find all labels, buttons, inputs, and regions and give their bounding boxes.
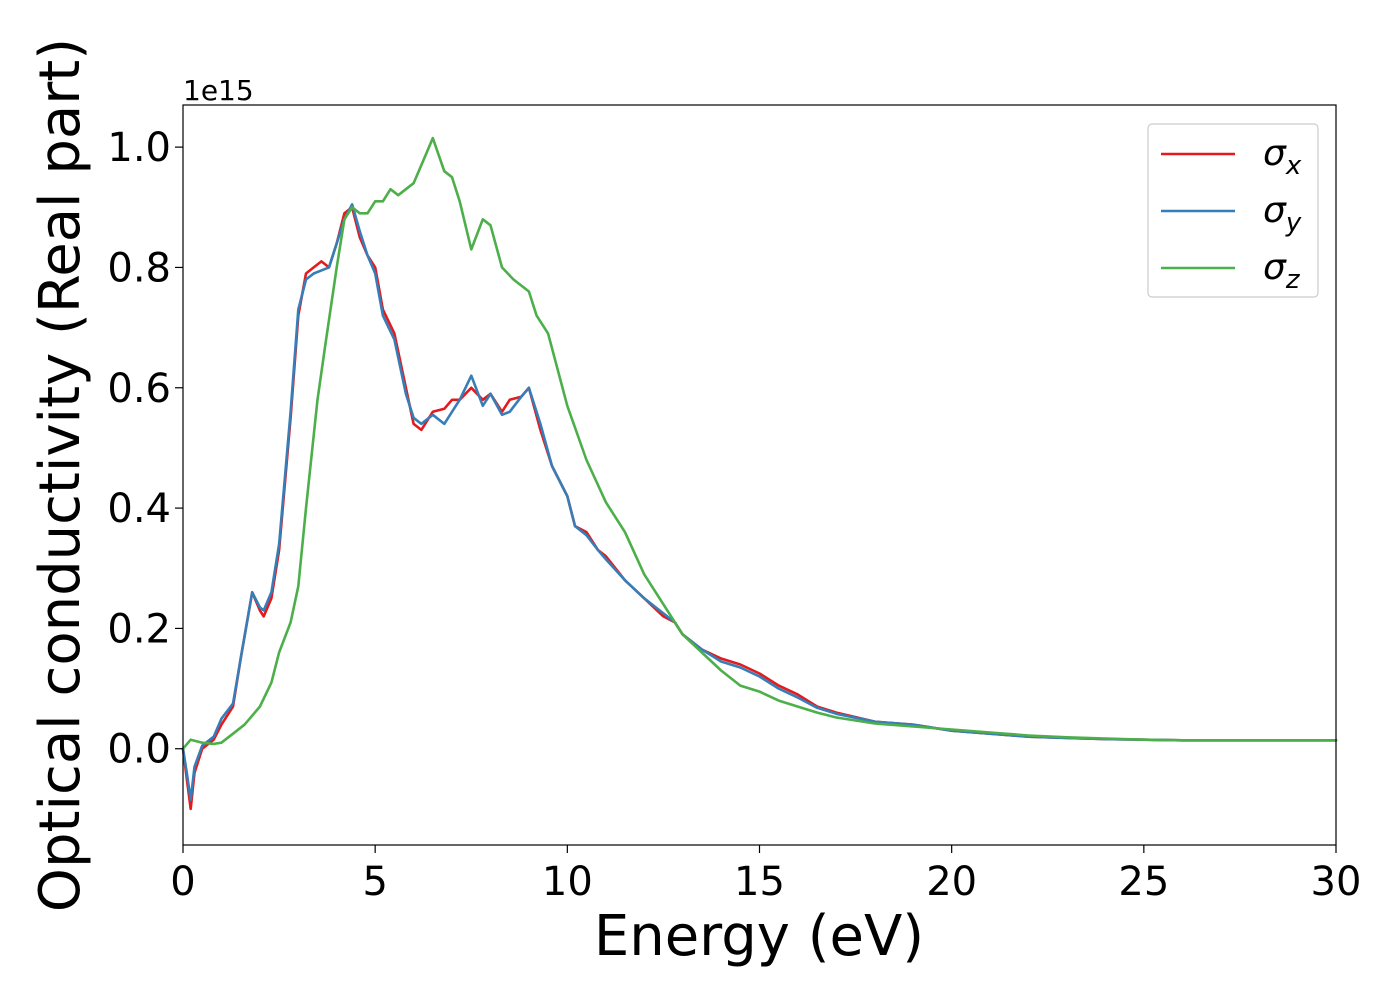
series-line-z (181, 136, 1338, 751)
y-offset-label: 1e15 (183, 74, 254, 107)
legend-label: σz (1263, 247, 1301, 295)
x-tick-label: 25 (1118, 859, 1169, 905)
series-lines (181, 136, 1338, 811)
x-tick-label: 30 (1311, 859, 1362, 905)
y-tick-label: 0.8 (107, 245, 171, 291)
x-axis-ticks: 0 5 10 15 20 25 30 (170, 845, 1361, 905)
y-axis-ticks: 0.0 0.2 0.4 0.6 0.8 1.0 (107, 125, 183, 773)
x-tick-label: 10 (542, 859, 593, 905)
y-tick-label: 0.0 (107, 727, 171, 773)
legend-entry-z: σz (1161, 247, 1301, 295)
legend-label: σx (1263, 133, 1302, 181)
x-tick-label: 0 (170, 859, 195, 905)
x-tick-label: 15 (734, 859, 785, 905)
x-axis-label: Energy (eV) (594, 904, 924, 969)
x-tick-label: 5 (362, 859, 387, 905)
y-tick-label: 0.4 (107, 486, 171, 532)
y-axis-label: Optical conductivity (Real part) (28, 38, 93, 912)
legend-entry-x: σx (1161, 133, 1302, 181)
legend: σx σy σz (1147, 123, 1319, 298)
y-tick-label: 0.2 (107, 606, 171, 652)
legend-label: σy (1263, 190, 1302, 238)
x-tick-label: 20 (926, 859, 977, 905)
legend-entry-y: σy (1161, 190, 1302, 238)
y-tick-label: 1.0 (107, 125, 171, 171)
y-tick-label: 0.6 (107, 366, 171, 412)
series-line-y (181, 203, 1338, 802)
